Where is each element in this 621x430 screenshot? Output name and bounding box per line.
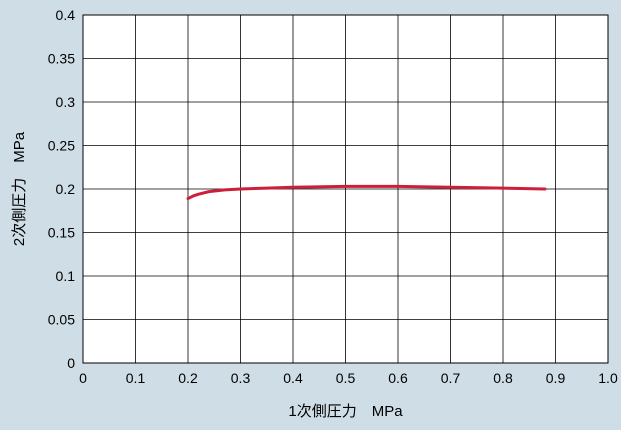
series-layer: [186, 184, 547, 201]
y-tick-label: 0.3: [56, 94, 76, 110]
x-tick-label: 0.6: [388, 370, 408, 386]
plot-frame: [82, 14, 609, 364]
y-tick-label: 0.35: [48, 51, 75, 67]
y-tick-label: 0: [67, 355, 75, 371]
y-tick-label: 0.4: [56, 7, 76, 23]
y-tick-label: 0.2: [56, 181, 76, 197]
x-tick-label: 0.2: [178, 370, 198, 386]
y-axis-label: 2次側圧力 MPa: [11, 131, 28, 246]
y-tick-label: 0.1: [56, 268, 76, 284]
y-tick-label: 0.25: [48, 138, 75, 154]
x-tick-label: 0.3: [231, 370, 251, 386]
x-tick-label: 0.4: [283, 370, 303, 386]
x-tick-labels: 0 0.1 0.2 0.3 0.4 0.5 0.6 0.7 0.8 0.9 1.0: [79, 370, 618, 386]
x-tick-label: 0: [79, 370, 87, 386]
x-axis-label: 1次側圧力 MPa: [288, 403, 403, 420]
x-tick-label: 0.8: [493, 370, 513, 386]
x-tick-label: 0.7: [441, 370, 461, 386]
series-line: [186, 184, 547, 201]
x-tick-label: 0.1: [126, 370, 146, 386]
x-tick-label: 1.0: [598, 370, 618, 386]
x-tick-label: 0.9: [546, 370, 566, 386]
y-tick-label: 0.15: [48, 225, 75, 241]
y-tick-label: 0.05: [48, 312, 75, 328]
y-tick-labels: 0 0.05 0.1 0.15 0.2 0.25 0.3 0.35 0.4: [48, 7, 75, 371]
x-tick-label: 0.5: [336, 370, 356, 386]
